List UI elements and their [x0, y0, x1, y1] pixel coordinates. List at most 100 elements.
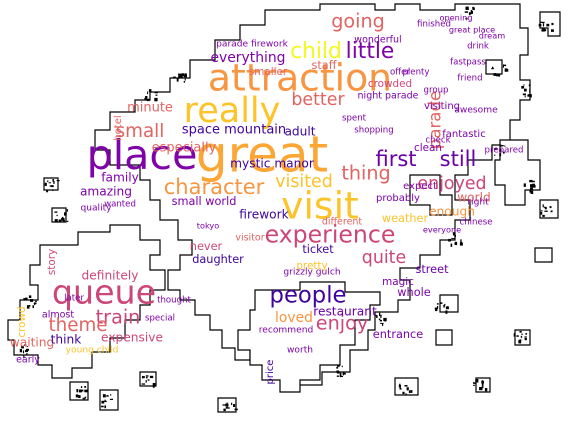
- word-offer: offer: [390, 68, 410, 78]
- speck-5-4: [549, 206, 552, 209]
- speck-10-4: [227, 407, 230, 409]
- word-hotel: hotel: [113, 115, 124, 140]
- speck-5-8: [544, 210, 548, 212]
- speck-10-1: [226, 402, 228, 405]
- word-especially: especially: [152, 141, 217, 156]
- speck-19-4: [379, 319, 382, 322]
- word-great-place: great place: [449, 25, 495, 35]
- speck-12-2: [78, 395, 81, 398]
- word-expect: expect: [403, 181, 437, 192]
- speck-14-9: [54, 219, 58, 223]
- speck-17-4: [21, 347, 24, 349]
- islet-13: [139, 371, 157, 387]
- speck-19-5: [382, 323, 384, 326]
- speck-2-0: [528, 84, 531, 87]
- islet-9: [439, 294, 459, 313]
- word-never: never: [190, 240, 223, 253]
- speck-18-5: [336, 375, 339, 377]
- word-chinese: chinese: [459, 218, 492, 228]
- word-recommend: recommend: [259, 326, 314, 336]
- word-world: world: [457, 191, 491, 205]
- speck-16-8: [25, 297, 28, 301]
- speck-8-8: [481, 380, 484, 384]
- speck-19-1: [376, 316, 378, 318]
- word-fantastic: fantastic: [442, 129, 485, 140]
- speck-7-9: [516, 335, 519, 337]
- speck-6-9: [446, 306, 449, 309]
- word-crowded: crowded: [368, 78, 412, 90]
- speck-5-7: [542, 204, 544, 208]
- speck-21-4: [498, 74, 501, 77]
- word-going: going: [331, 10, 385, 33]
- word-probably: probably: [376, 193, 420, 204]
- speck-18-6: [339, 372, 342, 377]
- hong-kong-map-outline: [7, 3, 561, 413]
- speck-11-4: [102, 394, 106, 398]
- word-visit: visit: [281, 184, 359, 228]
- speck-10-6: [225, 403, 229, 407]
- word-wanted: wanted: [104, 200, 136, 210]
- word-amazing: amazing: [80, 185, 132, 199]
- speck-17-5: [19, 348, 22, 353]
- speck-4-8: [523, 183, 526, 187]
- speck-7-6: [513, 333, 516, 337]
- speck-9-1: [405, 393, 407, 396]
- speck-12-5: [76, 389, 79, 393]
- speck-7-4: [519, 339, 522, 341]
- speck-14-8: [54, 211, 58, 213]
- word-quite: quite: [362, 248, 406, 268]
- islet-10: [514, 329, 531, 346]
- word-space-mountain: space mountain: [182, 123, 286, 138]
- word-visited: visited: [275, 172, 333, 192]
- speck-7-2: [521, 333, 523, 335]
- word-almost: almost: [42, 310, 74, 321]
- speck-14-5: [66, 209, 68, 212]
- speck-0-6: [464, 11, 469, 13]
- word-tokyo: tokyo: [197, 221, 220, 231]
- word-thing: thing: [341, 162, 390, 185]
- speck-11-1: [101, 405, 104, 408]
- speck-4-7: [530, 184, 534, 188]
- speck-8-3: [479, 387, 483, 391]
- word-mystic-manor: mystic manor: [230, 157, 315, 171]
- speck-4-5: [529, 179, 533, 183]
- word-entrance: entrance: [373, 328, 423, 341]
- speck-12-7: [82, 397, 86, 400]
- speck-20-5: [459, 242, 463, 246]
- word-expensive: expensive: [101, 331, 163, 345]
- speck-9-6: [404, 385, 408, 387]
- speck-6-8: [436, 306, 439, 309]
- speck-9-5: [410, 390, 413, 393]
- speck-21-1: [491, 68, 494, 70]
- speck-7-1: [524, 337, 527, 341]
- islet-14: [485, 59, 503, 75]
- word-night-parade: night parade: [358, 91, 419, 102]
- word-character: character: [164, 175, 265, 199]
- speck-0-8: [465, 17, 468, 20]
- word-enough: enough: [429, 205, 475, 219]
- speck-17-0: [25, 350, 28, 353]
- speck-7-7: [524, 336, 527, 338]
- speck-18-9: [342, 372, 346, 375]
- speck-20-8: [448, 238, 451, 242]
- speck-4-4: [530, 190, 534, 194]
- speck-3-5: [499, 152, 502, 157]
- word-spent: spent: [342, 114, 367, 124]
- word-visiting: visiting: [424, 101, 460, 112]
- speck-19-3: [378, 318, 381, 320]
- speck-10-5: [234, 408, 238, 411]
- speck-6-1: [440, 302, 443, 304]
- islet-12: [539, 199, 559, 219]
- speck-1-9: [551, 29, 554, 32]
- word-minute: minute: [127, 101, 173, 116]
- speck-3-6: [503, 151, 505, 154]
- word-group: group: [424, 86, 449, 96]
- speck-0-7: [468, 12, 472, 15]
- speck-12-0: [84, 389, 88, 393]
- word-quality: quality: [80, 204, 112, 214]
- speck-8-4: [475, 379, 479, 383]
- word-crowd: crowd: [16, 306, 28, 337]
- speck-13-4: [143, 376, 145, 379]
- speck-15-7: [46, 190, 49, 193]
- word-smaller: smaller: [249, 66, 288, 78]
